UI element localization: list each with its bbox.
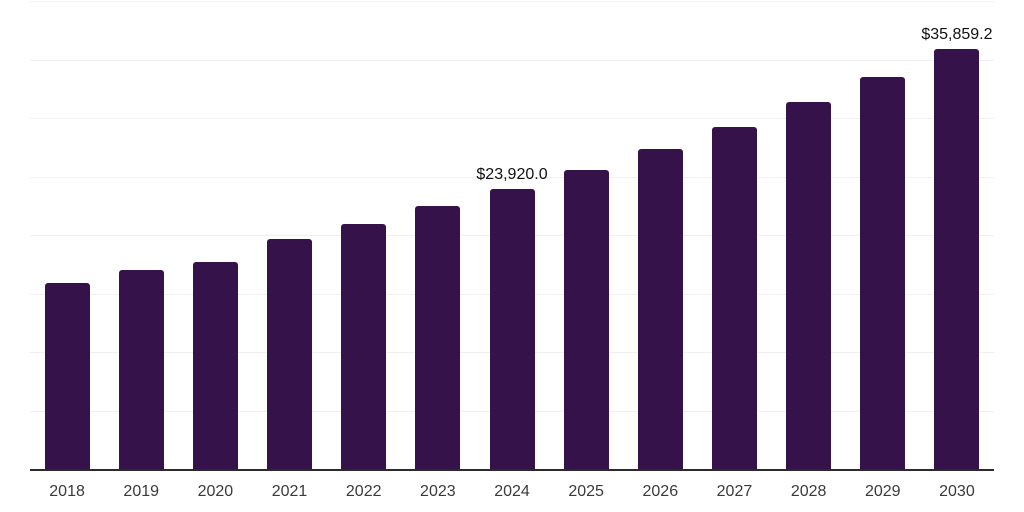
bar-2025 bbox=[563, 170, 609, 469]
bar-2030 bbox=[934, 49, 980, 469]
bar-2022 bbox=[341, 224, 387, 469]
gridline-40000 bbox=[30, 1, 994, 2]
bar-2026 bbox=[637, 149, 683, 469]
gridline-30000 bbox=[30, 118, 994, 119]
data-label-2024: $23,920.0 bbox=[476, 166, 548, 184]
bar-2018 bbox=[44, 282, 90, 469]
x-tick-label-2021: 2021 bbox=[271, 483, 308, 500]
bar-2020 bbox=[192, 262, 238, 469]
x-tick-label-2018: 2018 bbox=[49, 483, 85, 500]
x-axis-line bbox=[30, 469, 994, 471]
gridline-25000 bbox=[30, 176, 994, 178]
bar-2024 bbox=[489, 189, 535, 469]
x-tick-label-2022: 2022 bbox=[345, 483, 382, 500]
x-tick-label-2024: 2024 bbox=[494, 483, 530, 500]
x-tick-label-2020: 2020 bbox=[197, 483, 234, 500]
x-tick-label-2023: 2023 bbox=[420, 483, 456, 500]
x-tick-label-2026: 2026 bbox=[642, 483, 679, 500]
bar-2028 bbox=[786, 102, 832, 469]
x-tick-label-2025: 2025 bbox=[568, 483, 604, 500]
x-tick-label-2028: 2028 bbox=[790, 483, 827, 500]
x-tick-label-2030: 2030 bbox=[939, 483, 975, 500]
bar-2029 bbox=[860, 77, 906, 469]
bar-2019 bbox=[118, 269, 164, 469]
plot-area: $23,920.0 $35,859.2 bbox=[30, 0, 994, 471]
gridline-35000 bbox=[30, 59, 994, 61]
bar-2023 bbox=[415, 206, 461, 469]
data-label-2030: $35,859.2 bbox=[921, 26, 993, 44]
x-tick-label-2029: 2029 bbox=[864, 483, 901, 500]
bar-2027 bbox=[711, 126, 757, 469]
x-tick-label-2019: 2019 bbox=[123, 483, 160, 500]
x-tick-label-2027: 2027 bbox=[716, 483, 753, 500]
bar-2021 bbox=[267, 238, 313, 469]
